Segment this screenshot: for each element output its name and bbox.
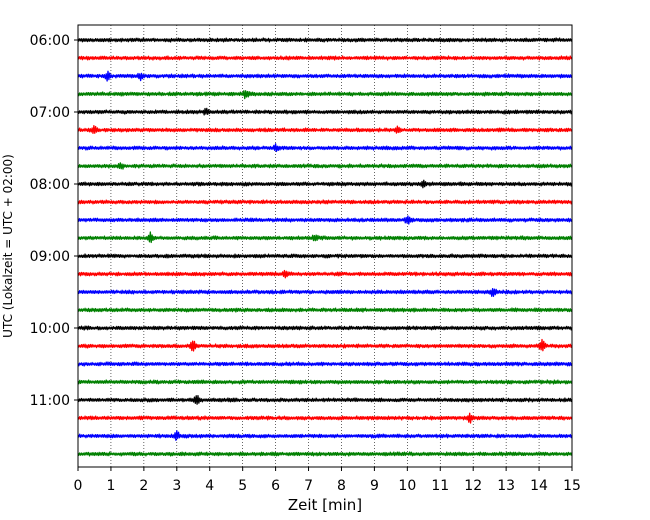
trace-1100 <box>77 395 573 405</box>
y-tick-label: 11:00 <box>30 393 70 409</box>
trace-0915 <box>77 269 573 279</box>
x-tick-label: 4 <box>205 478 214 494</box>
x-tick-label: 14 <box>530 478 548 494</box>
x-tick-label: 9 <box>370 478 379 494</box>
y-axis-ticks: 06:00 07:00 08:00 09:00 10:00 11:00 <box>30 33 78 409</box>
trace-1000 <box>77 325 573 331</box>
x-tick-label: 0 <box>74 478 83 494</box>
trace-0615 <box>77 55 573 61</box>
trace-0715 <box>77 124 573 134</box>
y-axis-label: UTC (Lokalzeit = UTC + 02:00) <box>1 154 15 338</box>
x-tick-label: 5 <box>238 478 247 494</box>
x-tick-label: 15 <box>563 478 581 494</box>
x-tick-label: 10 <box>398 478 416 494</box>
x-axis-label: Zeit [min] <box>288 496 362 514</box>
y-tick-label: 10:00 <box>30 321 70 337</box>
trace-0830 <box>77 215 573 225</box>
trace-0630 <box>77 70 573 82</box>
x-axis-ticks: 0 1 2 3 4 5 6 7 8 9 10 11 12 13 14 15 <box>74 467 581 494</box>
y-tick-label: 07:00 <box>30 105 70 121</box>
trace-1130 <box>77 430 573 441</box>
trace-1015 <box>77 338 573 352</box>
trace-0930 <box>77 287 573 297</box>
y-tick-label: 09:00 <box>30 249 70 265</box>
x-tick-label: 6 <box>271 478 280 494</box>
trace-0745 <box>77 162 573 170</box>
trace-1030 <box>77 361 573 367</box>
trace-0800 <box>77 179 573 189</box>
x-tick-label: 8 <box>337 478 346 494</box>
trace-0845 <box>77 231 573 244</box>
x-tick-label: 12 <box>464 478 482 494</box>
y-tick-label: 08:00 <box>30 177 70 193</box>
x-tick-label: 2 <box>139 478 148 494</box>
trace-1045 <box>77 379 573 385</box>
trace-0945 <box>77 307 573 313</box>
x-tick-label: 3 <box>172 478 181 494</box>
trace-0815 <box>77 199 573 205</box>
trace-0900 <box>77 253 573 259</box>
trace-1115 <box>77 412 573 424</box>
x-tick-label: 7 <box>304 478 313 494</box>
plot-area-frame <box>77 24 573 468</box>
trace-0700 <box>77 107 573 116</box>
x-tick-label: 11 <box>431 478 449 494</box>
trace-0600 <box>77 37 573 43</box>
trace-0645 <box>77 90 573 100</box>
trace-group <box>77 37 573 457</box>
x-tick-label: 13 <box>497 478 515 494</box>
x-tick-label: 1 <box>106 478 115 494</box>
trace-1145 <box>77 451 573 457</box>
trace-0730 <box>77 143 573 153</box>
y-tick-label: 06:00 <box>30 33 70 49</box>
